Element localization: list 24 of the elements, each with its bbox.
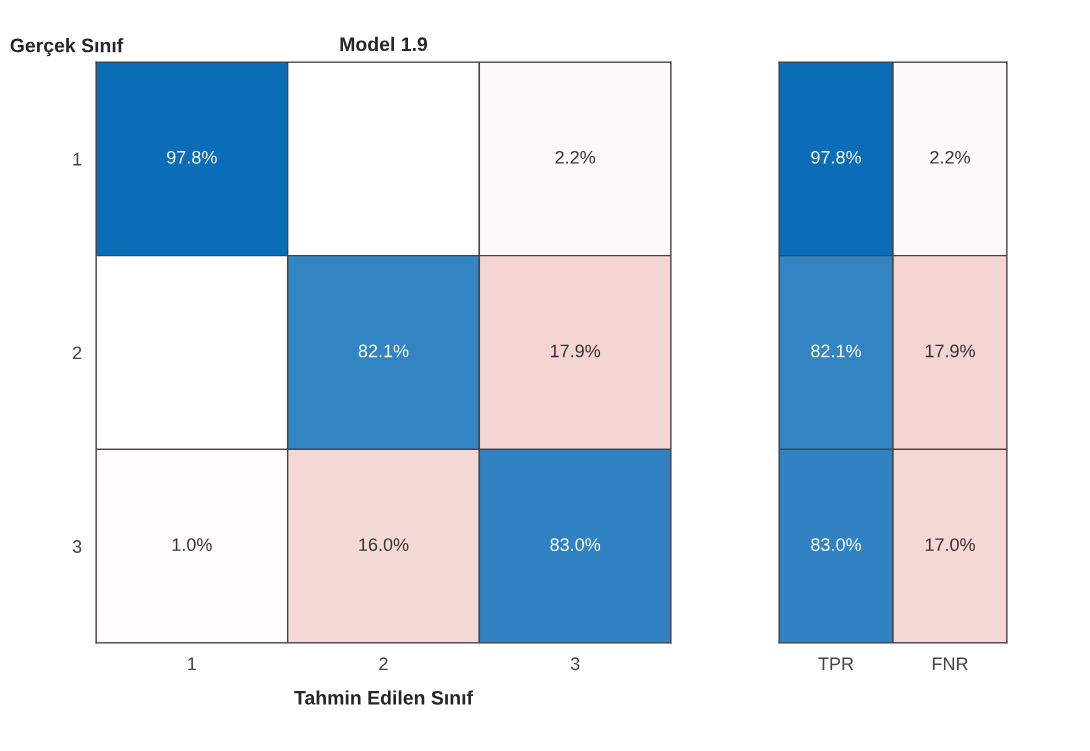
data-label: 82.1% [811,344,861,358]
y-tick-label: 1 [73,152,82,166]
y-tick-label: 2 [72,346,82,360]
x-tick-label: FNR [932,657,968,670]
x-tick-label: 3 [570,657,580,671]
data-label: 97.8% [167,150,217,164]
x-axis-title: Tahmin Edilen Sınıf [294,690,474,705]
y-axis-title: Gerçek Sınıf [10,38,124,57]
data-label: 83.0% [811,538,861,552]
data-label: 16.0% [359,538,409,552]
x-tick-label: 2 [379,657,388,670]
data-label: 1.0% [172,538,212,552]
data-label: 2.2% [555,150,596,164]
data-label: 83.0% [550,538,601,552]
x-tick-label: TPR [818,657,854,670]
data-label: 82.1% [358,344,409,358]
data-label: 17.9% [550,344,601,358]
data-label: 97.8% [811,150,861,164]
data-label: 2.2% [930,150,970,164]
data-label: 17.9% [925,344,975,358]
y-tick-label: 3 [72,540,82,553]
data-label: 17.0% [925,538,975,552]
x-tick-label: 1 [188,657,196,670]
chart-title: Model 1.9 [340,36,428,52]
